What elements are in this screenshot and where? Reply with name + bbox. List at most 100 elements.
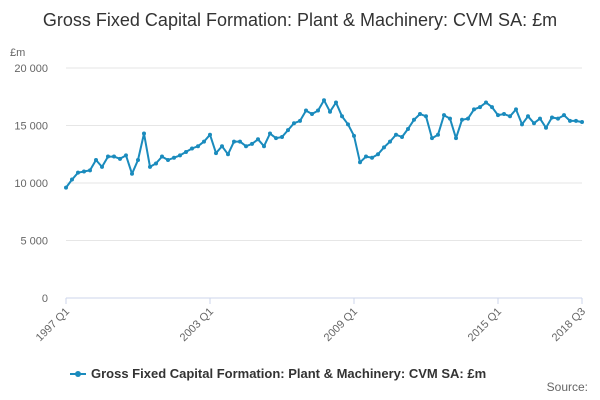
data-point[interactable]	[280, 135, 284, 139]
data-point[interactable]	[580, 120, 584, 125]
data-point[interactable]	[514, 107, 518, 112]
data-point[interactable]	[184, 149, 188, 154]
data-point[interactable]	[304, 108, 308, 113]
data-point[interactable]	[208, 132, 212, 137]
data-point[interactable]	[268, 131, 272, 136]
data-point[interactable]	[460, 117, 464, 122]
data-point[interactable]	[508, 114, 512, 119]
data-point[interactable]	[346, 122, 350, 127]
data-point[interactable]	[244, 144, 248, 149]
data-point[interactable]	[448, 116, 452, 121]
data-point[interactable]	[322, 98, 326, 103]
data-point[interactable]	[178, 153, 182, 158]
chart-title: Gross Fixed Capital Formation: Plant & M…	[42, 10, 558, 30]
data-point[interactable]	[388, 139, 392, 144]
data-point[interactable]	[382, 145, 386, 150]
data-point[interactable]	[256, 137, 260, 142]
source-label: Source:	[546, 380, 588, 394]
data-point[interactable]	[394, 132, 398, 137]
data-point[interactable]	[352, 133, 356, 138]
data-point[interactable]	[496, 113, 500, 118]
data-point[interactable]	[550, 115, 554, 120]
data-point[interactable]	[94, 158, 98, 162]
data-point[interactable]	[478, 105, 482, 110]
data-point[interactable]	[406, 126, 410, 131]
data-point[interactable]	[202, 139, 206, 144]
data-point[interactable]	[430, 136, 434, 141]
data-point[interactable]	[316, 108, 320, 113]
data-point[interactable]	[238, 139, 242, 144]
data-point[interactable]	[124, 153, 128, 158]
data-point[interactable]	[526, 114, 530, 119]
data-point[interactable]	[226, 152, 230, 157]
data-point[interactable]	[334, 100, 338, 105]
legend[interactable]: Gross Fixed Capital Formation: Plant & M…	[70, 366, 486, 381]
data-point[interactable]	[442, 113, 446, 118]
x-tick-label: 2009 Q1	[322, 306, 360, 344]
data-point[interactable]	[538, 116, 542, 121]
gridlines	[66, 67, 582, 241]
data-point[interactable]	[160, 154, 164, 159]
data-point[interactable]	[274, 136, 278, 141]
data-point[interactable]	[364, 154, 368, 159]
data-point[interactable]	[484, 100, 488, 105]
data-point[interactable]	[520, 122, 524, 127]
data-point[interactable]	[136, 158, 140, 162]
y-tick-label: 10 000	[14, 178, 48, 190]
data-point[interactable]	[292, 121, 296, 126]
data-point[interactable]	[532, 121, 536, 126]
data-point[interactable]	[328, 109, 332, 114]
axes: 0 5 000 10 000 15 000 20 000 1997 Q1 2003 Q1 20…	[14, 63, 588, 344]
data-point[interactable]	[130, 171, 134, 176]
data-point[interactable]	[190, 146, 194, 151]
data-point[interactable]	[472, 107, 476, 112]
data-point[interactable]	[574, 118, 578, 123]
legend-dot-icon	[75, 370, 81, 377]
data-point[interactable]	[544, 125, 548, 130]
data-point[interactable]	[370, 155, 374, 160]
data-point[interactable]	[310, 112, 314, 116]
data-point[interactable]	[118, 156, 122, 161]
data-point[interactable]	[154, 161, 158, 166]
y-tick-label: 20 000	[14, 63, 48, 75]
data-point[interactable]	[490, 105, 494, 110]
data-point[interactable]	[502, 112, 506, 116]
data-point[interactable]	[298, 118, 302, 123]
data-point[interactable]	[286, 128, 290, 133]
data-point[interactable]	[88, 168, 92, 173]
data-point[interactable]	[112, 154, 116, 159]
data-point[interactable]	[436, 132, 440, 137]
data-point[interactable]	[100, 164, 104, 169]
data-point[interactable]	[250, 141, 254, 146]
data-point[interactable]	[172, 155, 176, 160]
data-point[interactable]	[220, 144, 224, 149]
data-point[interactable]	[418, 112, 422, 116]
data-point[interactable]	[142, 131, 146, 136]
data-point[interactable]	[358, 160, 362, 165]
data-point[interactable]	[106, 154, 110, 159]
data-point[interactable]	[454, 136, 458, 141]
data-point[interactable]	[340, 114, 344, 119]
data-point[interactable]	[82, 169, 86, 174]
data-point[interactable]	[262, 144, 266, 149]
data-point[interactable]	[70, 177, 74, 182]
data-point[interactable]	[76, 170, 80, 175]
data-point[interactable]	[196, 144, 200, 149]
data-point[interactable]	[424, 114, 428, 119]
data-point[interactable]	[556, 116, 560, 121]
x-tick-label: 2015 Q1	[466, 306, 504, 344]
data-point[interactable]	[166, 158, 170, 162]
legend-label: Gross Fixed Capital Formation: Plant & M…	[91, 366, 487, 381]
data-point[interactable]	[64, 185, 68, 190]
data-point[interactable]	[466, 116, 470, 121]
data-point[interactable]	[568, 118, 572, 123]
data-point[interactable]	[232, 139, 236, 144]
data-point[interactable]	[562, 113, 566, 118]
data-point[interactable]	[412, 117, 416, 122]
data-point[interactable]	[214, 151, 218, 156]
legend-line-marker-icon	[70, 370, 86, 377]
data-point[interactable]	[400, 135, 404, 139]
data-point[interactable]	[148, 164, 152, 169]
data-point[interactable]	[376, 152, 380, 157]
